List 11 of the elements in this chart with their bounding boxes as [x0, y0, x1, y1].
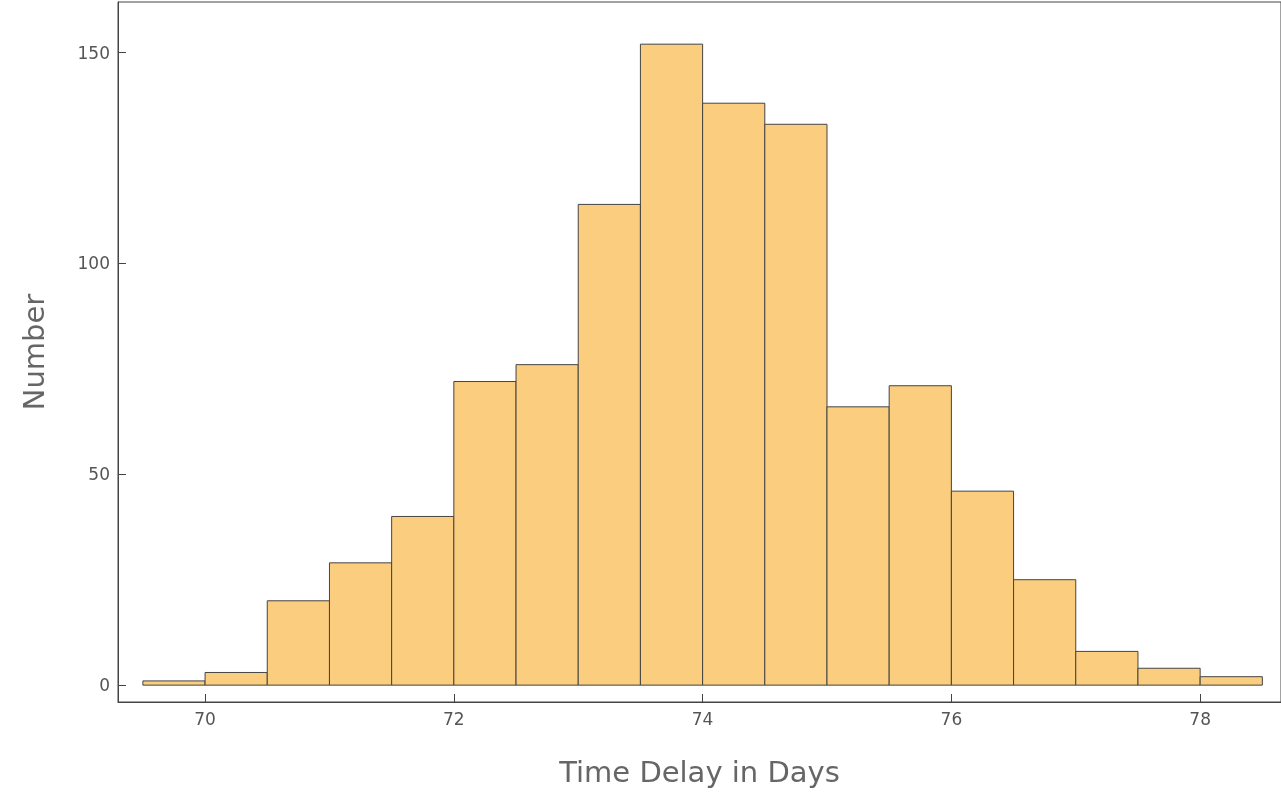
y-tick-label: 150	[77, 42, 110, 63]
x-tick-label: 76	[940, 708, 963, 729]
x-axis-title: Time Delay in Days	[558, 754, 840, 789]
x-tick-label: 70	[194, 708, 216, 729]
y-tick-label: 100	[77, 253, 110, 274]
y-axis-title: Number	[16, 293, 51, 411]
x-tick-label: 74	[691, 708, 714, 729]
x-tick-label: 72	[443, 708, 465, 729]
y-tick-label: 0	[99, 675, 110, 696]
x-tick-label: 78	[1189, 708, 1211, 729]
y-tick-label: 50	[88, 464, 110, 485]
